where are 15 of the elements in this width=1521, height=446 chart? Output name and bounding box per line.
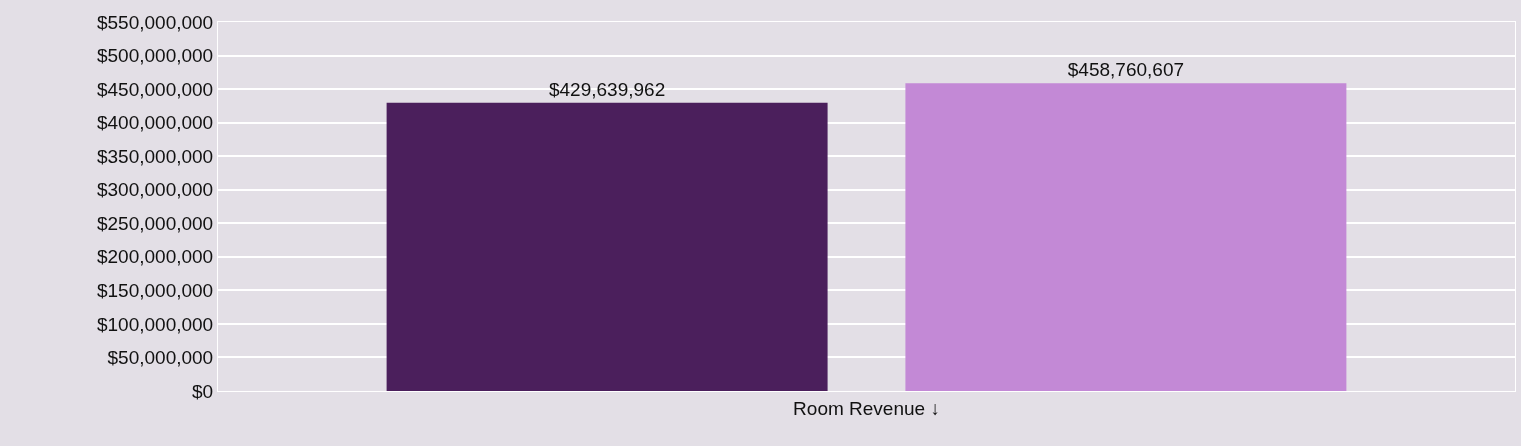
x-tick-label: Room Revenue ↓ [793,397,940,419]
y-tick-label: $450,000,000 [96,78,214,100]
y-tick-label: $300,000,000 [96,179,214,201]
y-tick-label: $400,000,000 [96,112,214,134]
y-tick-label: $50,000,000 [107,347,214,369]
y-tick-label: $500,000,000 [96,45,214,67]
y-tick-label: $0 [192,380,214,402]
y-tick-label: $100,000,000 [96,313,214,335]
y-tick-label: $550,000,000 [96,11,214,33]
y-tick-label: $200,000,000 [96,246,214,268]
y-tick-label: $250,000,000 [96,212,214,234]
y-tick-label: $350,000,000 [96,145,214,167]
data-label: $458,760,607 [1067,59,1185,81]
y-tick-label: $150,000,000 [96,280,214,302]
data-label: $429,639,962 [548,78,666,100]
